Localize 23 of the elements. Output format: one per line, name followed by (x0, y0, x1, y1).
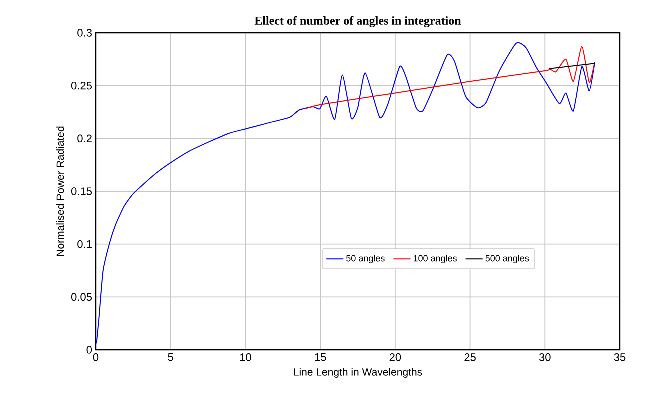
y-axis-title: Normalised Power Radiated (56, 126, 64, 256)
legend-label: 500 angles (486, 255, 530, 264)
x-tick-label: 25 (464, 354, 476, 362)
y-tick-label: 0 (86, 346, 92, 354)
x-tick-label: 10 (240, 354, 252, 362)
y-tick-label: 0.15 (71, 188, 92, 196)
x-tick-label: 15 (315, 354, 326, 362)
x-tick-label: 0 (93, 354, 99, 362)
y-tick-label: 0.05 (71, 293, 92, 302)
x-tick-label: 20 (390, 354, 402, 362)
x-axis-title: Line Length in Wavelengths (294, 368, 422, 378)
y-tick-label: 0.25 (71, 82, 92, 90)
line-series (305, 46, 595, 110)
y-tick-label: 0.3 (78, 29, 92, 37)
legend-label: 50 angles (346, 255, 385, 264)
line-series (96, 43, 596, 344)
x-tick-label: 30 (539, 354, 551, 362)
chart-title: Ellect of number of angles in integration (254, 16, 462, 28)
x-tick-label: 35 (614, 354, 626, 362)
x-tick-label: 5 (168, 354, 174, 362)
y-tick-label: 0.2 (78, 134, 92, 143)
y-tick-label: 0.1 (78, 240, 92, 248)
legend-label: 100 angles (414, 255, 457, 264)
